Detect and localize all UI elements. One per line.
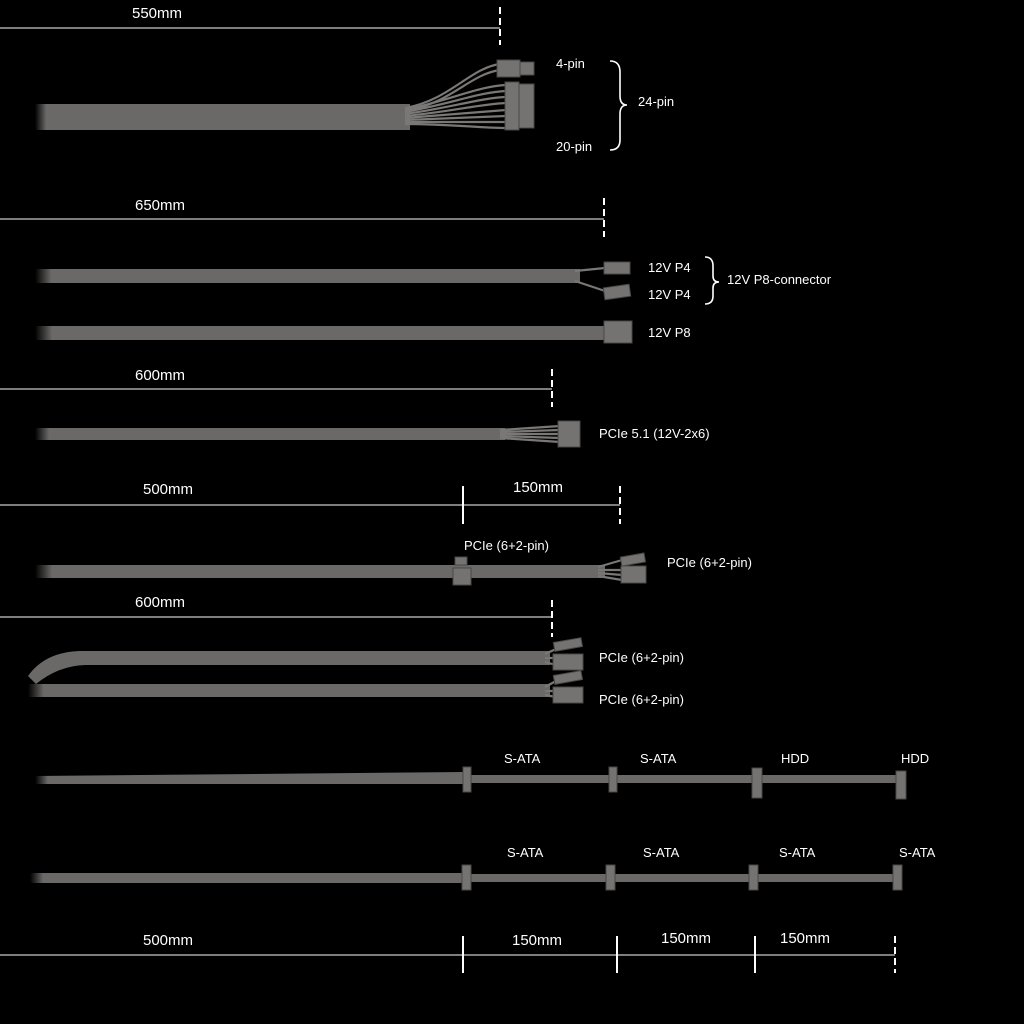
cable-sleeve-p4 [35,269,580,283]
mid-connector-label: PCIe (6+2-pin) [464,538,549,553]
mid-6pin-connector [452,567,472,586]
end-2pin-connector [619,552,647,567]
sata-label: S-ATA [643,845,680,860]
sata-connector [461,864,472,891]
sata-connector [748,864,759,891]
length-label: 150mm [512,932,562,949]
cable-sleeve [28,651,550,684]
molex-connector [751,767,763,799]
sata-hdd-cable: S-ATA S-ATA HDD HDD [35,751,929,800]
length-label: 500mm [143,481,193,498]
sata-connector [892,864,903,891]
fan-wires [404,62,507,130]
4pin-label: 4-pin [556,56,585,71]
p8-label: 12V P8 [648,325,691,340]
24pin-label: 24-pin [638,94,674,109]
hdd-label: HDD [901,751,929,766]
length-label: 500mm [143,932,193,949]
cable-sleeve [35,772,465,784]
length-label: 550mm [132,5,182,22]
cpu-cables: 650mm 12V P4 12V P4 12V P8-connector 12V… [0,197,832,344]
cable-segment [465,775,900,783]
cable-sleeve [35,428,505,440]
2pin-connector [552,670,584,685]
p8-connector-group-label: 12V P8-connector [727,272,832,287]
6pin-connector [552,686,584,704]
12v-2x6-connector [557,420,581,448]
cable-sleeve-p8 [35,326,605,340]
sata-connector [462,766,472,793]
p4-connector [603,261,631,275]
cable-sleeve [35,104,410,130]
pcie-label: PCIe (6+2-pin) [599,692,684,707]
sata-dimensions: 500mm 150mm 150mm 150mm [0,930,896,973]
sata-label: S-ATA [899,845,936,860]
cable-sleeve [30,873,465,883]
pcie-5-1-cable: 600mm PCIe 5.1 (12V-2x6) [0,367,710,448]
4pin-connector-tip [519,61,535,76]
sata-label: S-ATA [504,751,541,766]
pcie-daisy-cable: 500mm 150mm PCIe (6+2-pin) PCIe (6+2-pin… [0,479,752,586]
sata-label: S-ATA [507,845,544,860]
p4-label: 12V P4 [648,260,691,275]
p4-connector [602,283,632,301]
molex-connector [895,770,907,800]
extra-length-label: 150mm [513,479,563,496]
sata-label: S-ATA [640,751,677,766]
end-connector-label: PCIe (6+2-pin) [667,555,752,570]
sata-label: S-ATA [779,845,816,860]
sata-cable: S-ATA S-ATA S-ATA S-ATA [30,845,936,891]
brace [704,256,720,305]
sata-connector [605,864,616,891]
length-label: 150mm [661,930,711,947]
mid-2pin-connector [454,556,468,566]
length-label: 600mm [135,594,185,611]
hdd-label: HDD [781,751,809,766]
p8-connector [603,320,633,344]
end-6pin-connector [620,565,647,584]
cable-sleeve [28,684,550,697]
atx-24pin-cable: 550mm 4-pin 20-pin 24-pin [0,5,674,154]
p4-label: 12V P4 [648,287,691,302]
20pin-connector-pins [518,83,535,129]
20pin-connector [504,81,520,131]
2pin-connector [552,637,584,652]
pcie-5-1-label: PCIe 5.1 (12V-2x6) [599,426,710,441]
6pin-connector [552,653,584,671]
pcie-dual-cables: 600mm PCIe (6+2-pin) PCIe (6+2-pin) [0,594,684,707]
length-label: 650mm [135,197,185,214]
cable-sleeve [35,565,605,578]
20pin-label: 20-pin [556,139,592,154]
pcie-label: PCIe (6+2-pin) [599,650,684,665]
length-label: 150mm [780,930,830,947]
sata-connector [608,766,618,793]
4pin-connector [496,59,521,78]
length-label: 600mm [135,367,185,384]
cable-segment [465,874,900,882]
brace [609,60,628,151]
